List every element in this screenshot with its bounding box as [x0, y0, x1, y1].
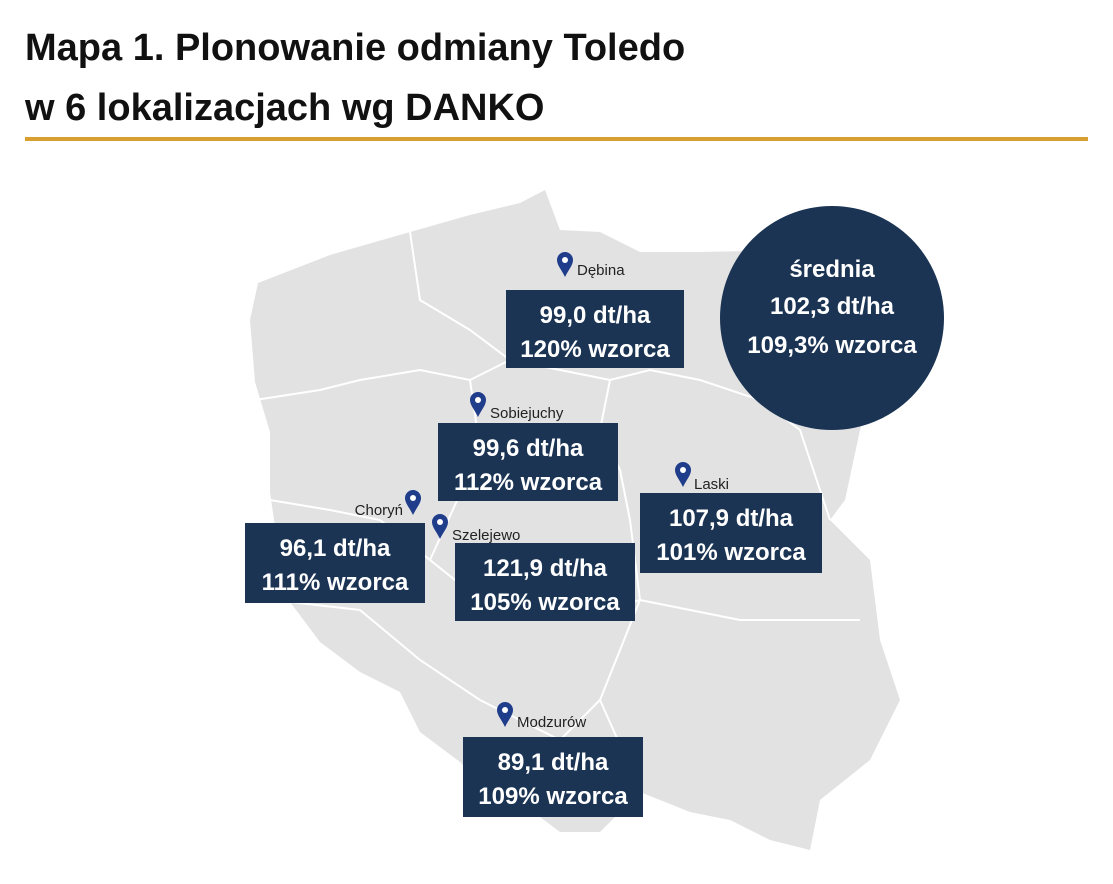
location-name: Szelejewo: [452, 527, 520, 544]
percent: 101% wzorca: [656, 539, 806, 566]
result-box: [245, 523, 425, 603]
pin: [557, 252, 573, 277]
title-rule: [25, 137, 1088, 141]
pin-dot: [475, 397, 481, 403]
average-yield: 102,3 dt/ha: [770, 293, 895, 320]
pin-dot: [562, 257, 568, 263]
location-name: Sobiejuchy: [490, 405, 564, 422]
title-line: w 6 lokalizacjach wg DANKO: [24, 87, 544, 129]
percent: 105% wzorca: [470, 589, 620, 616]
yield: 96,1 dt/ha: [280, 535, 391, 562]
result-box: [455, 543, 635, 621]
percent: 112% wzorca: [454, 469, 603, 496]
pin-dot: [410, 495, 416, 501]
average-percent: 109,3% wzorca: [747, 332, 917, 359]
yield: 89,1 dt/ha: [498, 749, 609, 776]
yield: 99,0 dt/ha: [540, 302, 651, 329]
average-circle: [720, 206, 944, 430]
location-name: Choryń: [355, 502, 403, 519]
result-box: [506, 290, 684, 368]
result-box: [463, 737, 643, 817]
pin: [405, 490, 421, 515]
pin: [470, 392, 486, 417]
title-line: Mapa 1. Plonowanie odmiany Toledo: [25, 27, 685, 69]
yield: 107,9 dt/ha: [669, 505, 794, 532]
pin-dot: [680, 467, 686, 473]
yield: 121,9 dt/ha: [483, 555, 608, 582]
pin-dot: [437, 519, 443, 525]
average-label: średnia: [789, 256, 875, 283]
location-name: Laski: [694, 476, 729, 493]
location-name: Dębina: [577, 262, 625, 279]
location-name: Modzurów: [517, 714, 586, 731]
result-box: [438, 423, 618, 501]
percent: 111% wzorca: [262, 569, 409, 596]
pin-dot: [502, 707, 508, 713]
pin: [432, 514, 448, 539]
pin: [497, 702, 513, 727]
pin: [675, 462, 691, 487]
yield: 99,6 dt/ha: [473, 435, 584, 462]
result-box: [640, 493, 822, 573]
percent: 109% wzorca: [478, 783, 628, 810]
percent: 120% wzorca: [520, 336, 670, 363]
